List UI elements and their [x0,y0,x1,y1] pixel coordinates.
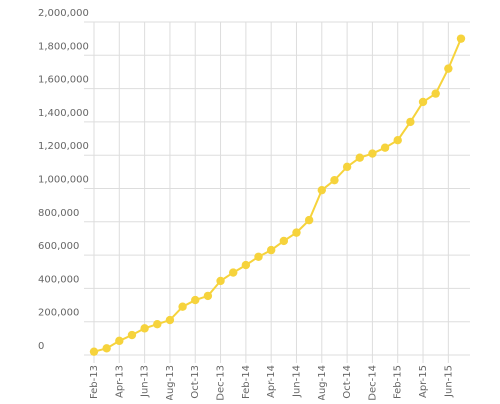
y-tick-label: 0 [38,341,44,352]
point [241,260,251,270]
x-tick-label: Jun-14 [291,365,302,398]
point [342,162,352,172]
x-tick-label: Jun-15 [443,365,454,398]
point [165,315,175,325]
y-tick-label: 1,600,000 [38,75,89,86]
point [355,153,364,162]
point [89,347,99,356]
point [330,175,339,185]
y-tick-label: 1,200,000 [38,141,89,152]
point [191,295,200,305]
point [102,344,111,353]
x-tick-label: Oct-14 [342,365,353,399]
x-tick-label: Oct-13 [190,365,201,399]
y-tick-label: 200,000 [38,308,79,319]
point [317,185,326,195]
point [203,291,213,301]
point [140,324,149,333]
x-tick-label: Aug-13 [165,365,176,400]
point [216,276,225,286]
point [393,136,402,145]
y-tick-label: 1,000,000 [38,175,89,186]
y-tick-label: 1,800,000 [38,41,89,52]
point [380,143,390,152]
point [368,149,377,158]
point [406,117,415,127]
point [115,336,124,346]
y-tick-label: 800,000 [38,208,79,219]
point [254,252,263,261]
x-tick-label: Apr-14 [266,365,277,398]
point [127,330,137,340]
point [444,64,453,73]
point [266,245,276,255]
point [178,302,187,311]
point [304,215,314,225]
x-tick-label: Aug-14 [317,365,328,400]
y-tick-label: 400,000 [38,274,79,285]
line [93,38,462,353]
x-tick-label: Feb-15 [393,365,404,399]
x-tick-label: Feb-14 [241,365,252,399]
x-tick-label: Dec-13 [216,365,227,400]
point [456,34,466,43]
point [418,97,428,107]
x-tick-label: Dec-14 [367,365,378,400]
x-tick-label: Feb-13 [89,365,100,399]
y-tick-label: 2,000,000 [38,8,89,19]
point [279,236,289,246]
x-tick-label: Apr-13 [114,365,125,398]
point [153,319,162,329]
point [229,268,238,277]
point [292,228,301,237]
point [431,89,440,98]
y-tick-label: 600,000 [38,241,79,252]
x-tick-label: Jun-13 [140,365,151,398]
x-tick-label: Apr-15 [418,365,429,398]
y-tick-label: 1,400,000 [38,108,89,119]
